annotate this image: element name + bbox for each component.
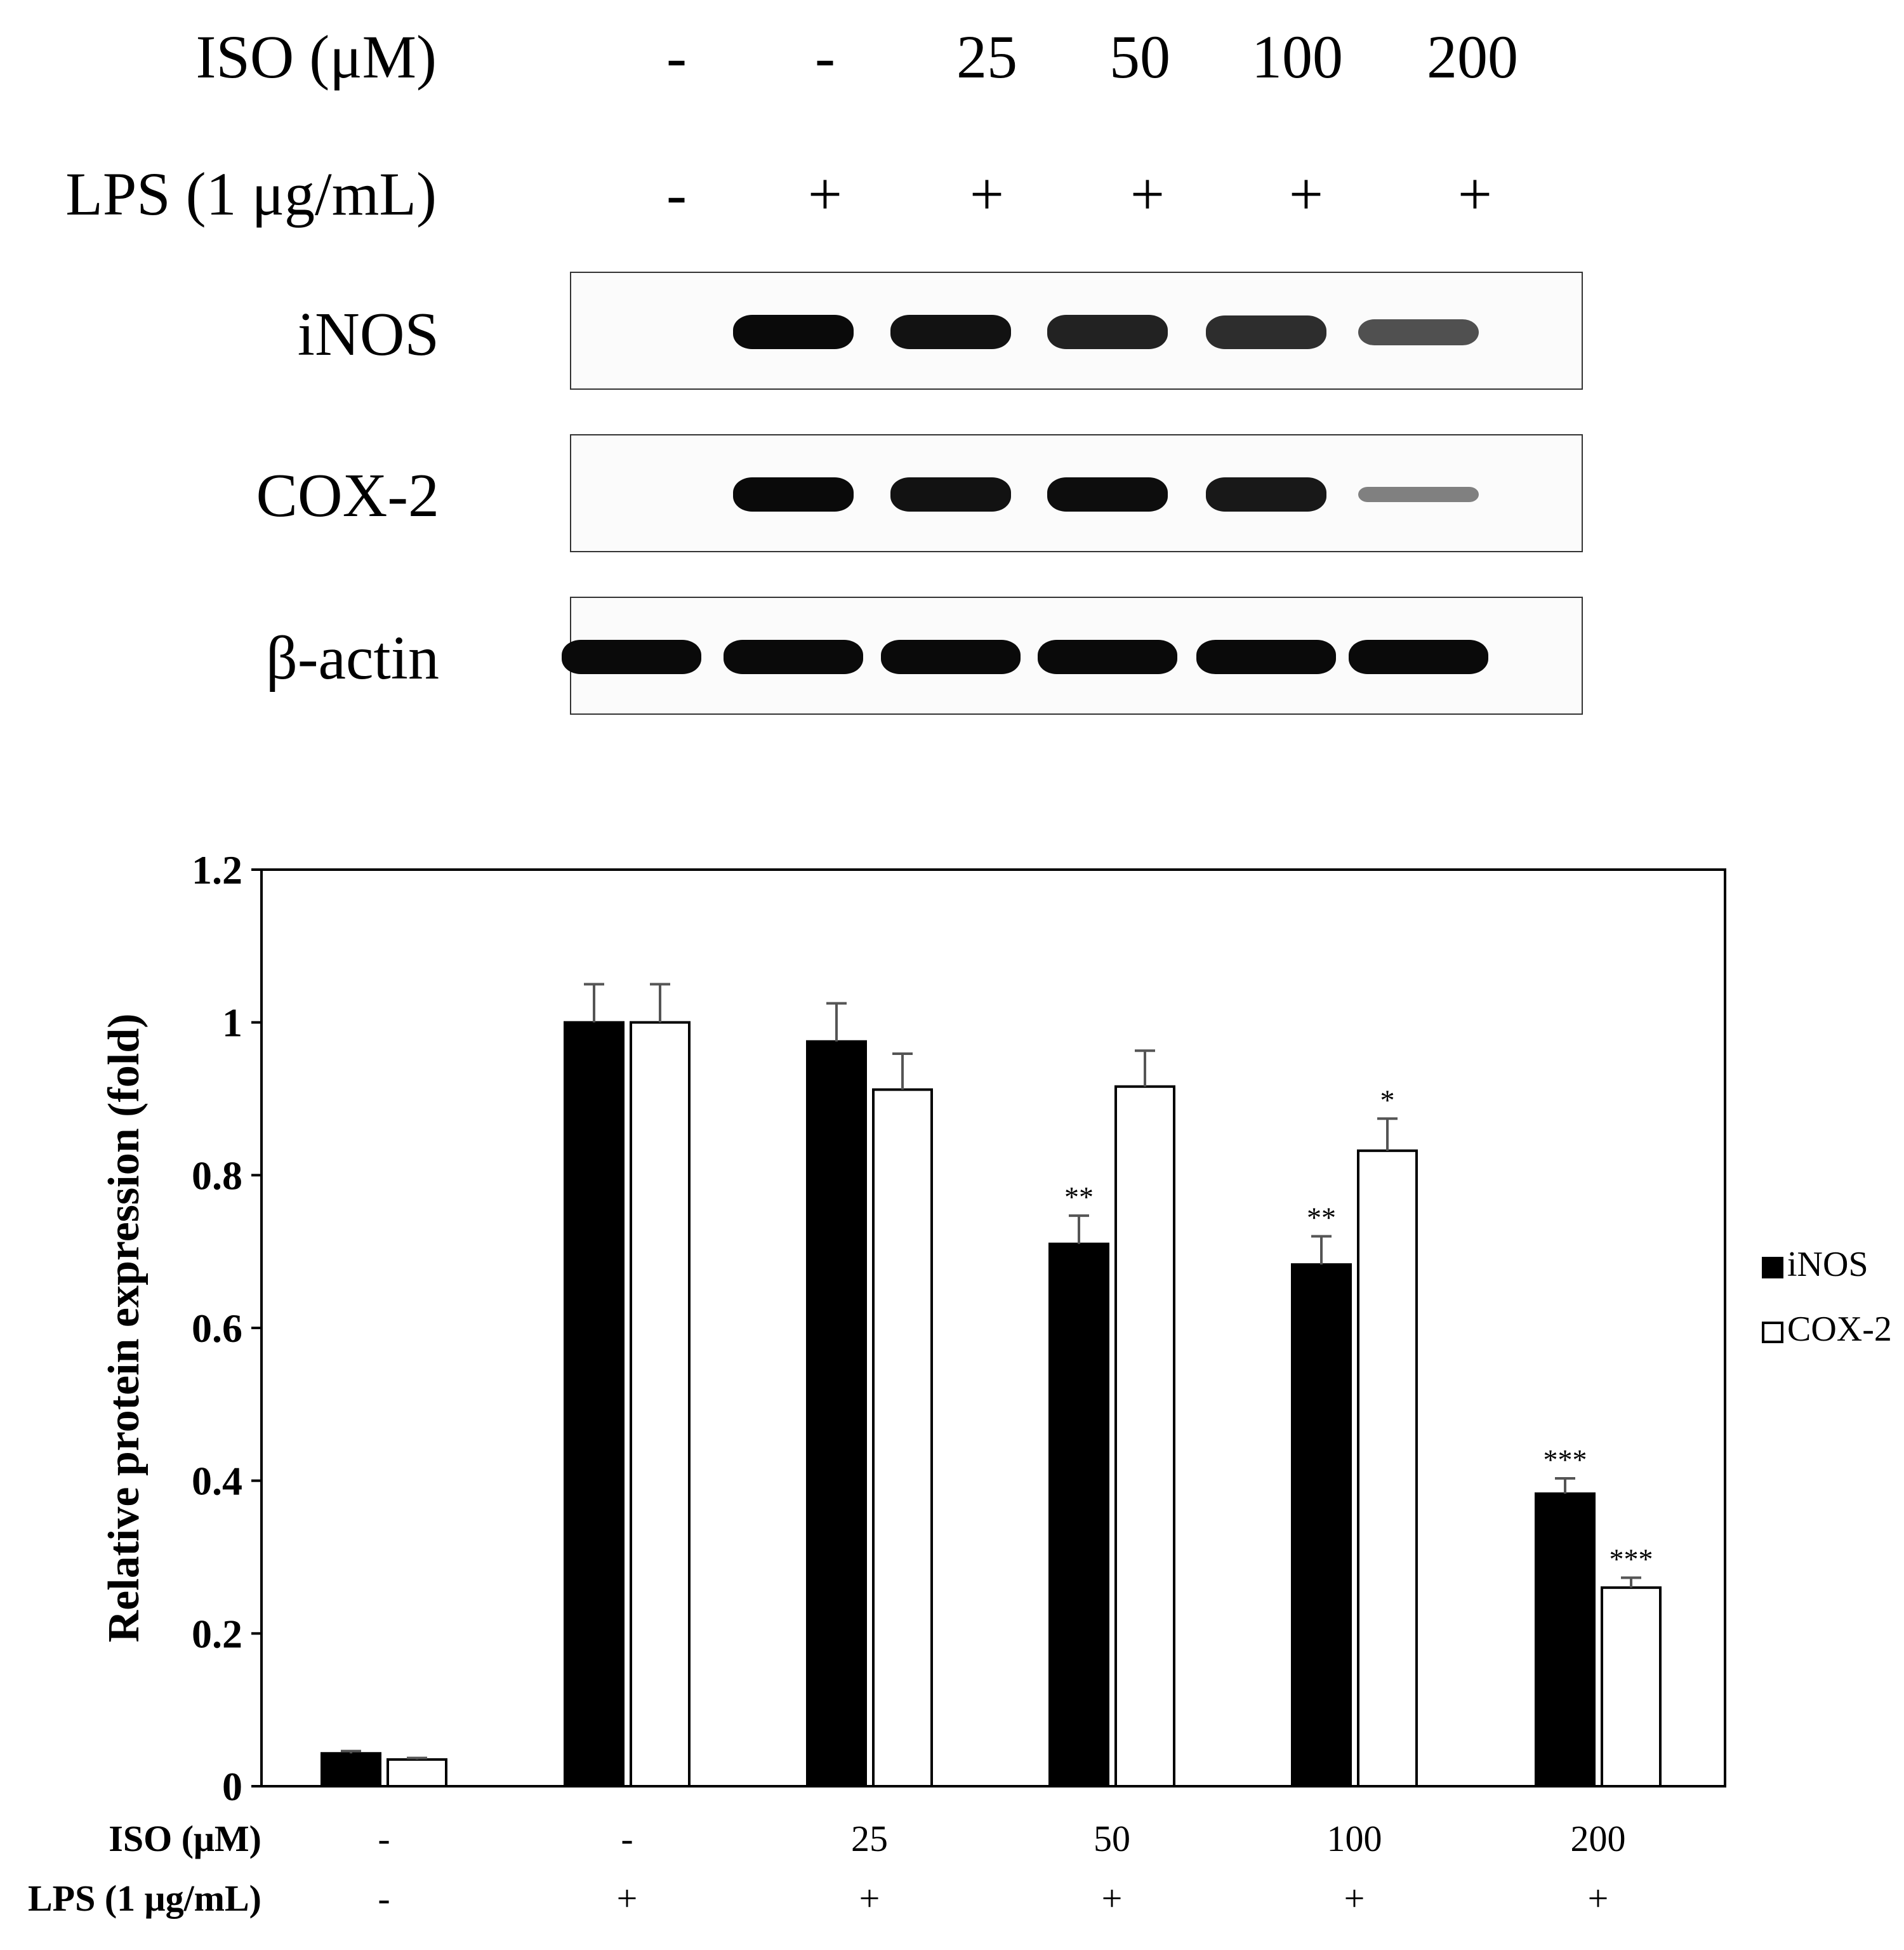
blot-band xyxy=(1047,477,1168,512)
x-lps-value: + xyxy=(1102,1878,1123,1919)
blot-band xyxy=(1349,640,1488,674)
bar-cox-2-1 xyxy=(387,1758,447,1788)
iso-value-6: 200 xyxy=(1427,23,1518,91)
x-lps-value: + xyxy=(1588,1878,1609,1919)
y-tick-label: 0.6 xyxy=(192,1306,242,1351)
y-tick-label: 0 xyxy=(222,1764,242,1809)
bar-inos-2 xyxy=(564,1021,625,1788)
plot-frame xyxy=(260,868,1726,1788)
blot-band xyxy=(1047,315,1168,349)
x-iso-label: ISO (μM) xyxy=(109,1818,261,1859)
x-iso-value: 100 xyxy=(1327,1818,1382,1859)
x-iso-value: 200 xyxy=(1571,1818,1626,1859)
bar-cox-2-3 xyxy=(872,1088,933,1788)
bar-cox-2-4 xyxy=(1114,1085,1175,1788)
blot-band xyxy=(890,315,1011,349)
x-iso-value: - xyxy=(621,1818,633,1859)
lps-value-1: - xyxy=(666,160,687,228)
significance-marker: * xyxy=(1380,1084,1395,1116)
bar-inos-3 xyxy=(806,1040,867,1788)
x-lps-value: - xyxy=(378,1878,390,1919)
lps-value-3: + xyxy=(969,160,1005,228)
iso-value-2: - xyxy=(815,23,835,91)
blot-label-beta-actin: β-actin xyxy=(266,624,439,693)
blot-band xyxy=(1196,640,1336,674)
blot-image-inos xyxy=(570,272,1583,390)
lps-value-2: + xyxy=(807,160,843,228)
iso-value-3: 25 xyxy=(956,23,1017,91)
blot-band xyxy=(1206,477,1326,512)
lps-value-4: + xyxy=(1130,160,1165,228)
blot-band xyxy=(1358,487,1479,502)
legend-label-cox-2: COX-2 xyxy=(1787,1310,1892,1349)
lps-row-label: LPS (1 μg/mL) xyxy=(65,160,437,228)
bar-inos-4 xyxy=(1048,1242,1109,1788)
blot-band xyxy=(733,477,854,512)
bar-inos-6 xyxy=(1535,1492,1596,1788)
x-iso-value: 25 xyxy=(851,1818,888,1859)
iso-value-5: 100 xyxy=(1252,23,1343,91)
blot-image-cox2 xyxy=(570,434,1583,552)
y-tick-label: 1 xyxy=(222,1000,242,1045)
blot-band xyxy=(724,640,863,674)
bar-chart: 0 0.2 0.4 0.6 0.8 1 1.2 Relative protein expres… xyxy=(28,847,1892,1919)
x-lps-label: LPS (1 μg/mL) xyxy=(28,1878,261,1919)
blot-band xyxy=(562,640,701,674)
y-tick-label: 0.4 xyxy=(192,1459,242,1504)
blot-band xyxy=(881,640,1021,674)
bar-inos-5 xyxy=(1291,1263,1352,1788)
bar-cox-2-2 xyxy=(630,1021,691,1788)
blot-band xyxy=(890,477,1011,512)
blot-label-inos: iNOS xyxy=(297,300,439,369)
significance-marker: ** xyxy=(1307,1202,1336,1234)
bar-cox-2-5 xyxy=(1357,1149,1418,1788)
legend-label-inos: iNOS xyxy=(1787,1245,1868,1284)
iso-value-4: 50 xyxy=(1109,23,1170,91)
y-tick-label: 0.2 xyxy=(192,1611,242,1656)
x-lps-value: + xyxy=(859,1878,880,1919)
blot-band xyxy=(1038,640,1177,674)
x-lps-value: + xyxy=(617,1878,638,1919)
iso-value-1: - xyxy=(666,23,687,91)
y-tick-label: 0.8 xyxy=(192,1153,242,1198)
lps-value-5: + xyxy=(1288,160,1324,228)
x-lps-value: + xyxy=(1344,1878,1365,1919)
blot-band xyxy=(1358,319,1479,345)
significance-marker: ** xyxy=(1064,1181,1094,1213)
legend-swatch-cox-2 xyxy=(1762,1322,1783,1343)
bar-inos-1 xyxy=(321,1752,381,1788)
blot-band xyxy=(1206,315,1326,349)
significance-marker: *** xyxy=(1544,1443,1587,1476)
legend-swatch-inos xyxy=(1762,1257,1783,1278)
iso-row-label: ISO (μM) xyxy=(195,23,437,91)
y-tick-label: 1.2 xyxy=(192,847,242,892)
blot-label-cox2: COX-2 xyxy=(256,461,439,530)
blot-band xyxy=(733,315,854,349)
x-iso-value: - xyxy=(378,1818,390,1859)
blot-treatment-header: ISO (μM) LPS (1 μg/mL) - - 25 50 100 200… xyxy=(0,0,1904,225)
lps-value-6: + xyxy=(1457,160,1493,228)
significance-marker: *** xyxy=(1610,1542,1653,1575)
y-axis-label: Relative protein expression (fold) xyxy=(100,1014,149,1643)
x-iso-value: 50 xyxy=(1094,1818,1130,1859)
bar-cox-2-6 xyxy=(1601,1586,1662,1788)
blot-image-beta-actin xyxy=(562,597,1583,715)
